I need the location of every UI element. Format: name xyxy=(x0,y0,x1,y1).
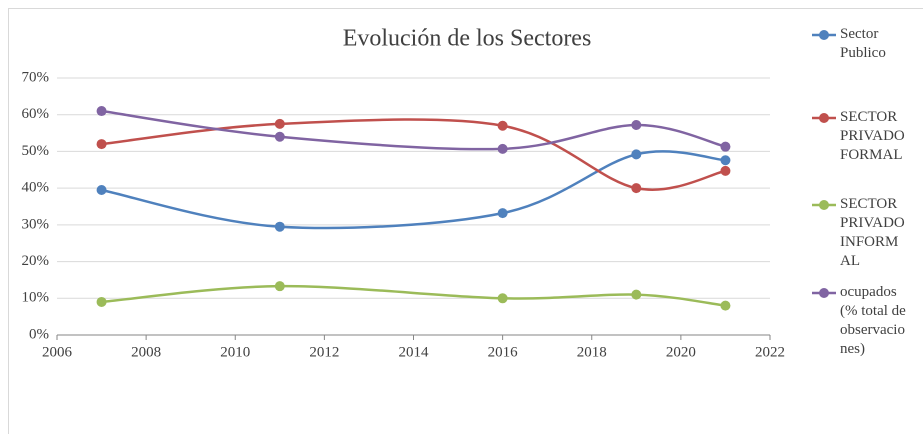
legend-label: Sector Publico xyxy=(840,26,886,61)
x-tick-label: 2022 xyxy=(755,344,785,360)
legend-marker xyxy=(819,113,829,123)
point xyxy=(631,183,642,194)
x-tick-label: 2016 xyxy=(488,344,519,360)
chart-border xyxy=(8,8,923,434)
point xyxy=(497,120,508,131)
x-tick-label: 2008 xyxy=(131,344,161,360)
x-tick-label: 2014 xyxy=(399,344,430,360)
point xyxy=(720,300,731,311)
point xyxy=(497,293,508,304)
y-tick-label: 30% xyxy=(22,216,50,232)
series-line xyxy=(101,150,726,230)
y-tick-label: 10% xyxy=(22,290,50,306)
point xyxy=(274,118,285,129)
point xyxy=(720,155,731,166)
point xyxy=(274,131,285,142)
chart-title: Evolución de los Sectores xyxy=(343,26,592,52)
point xyxy=(631,289,642,300)
y-tick-label: 0% xyxy=(29,326,49,342)
x-tick-label: 2018 xyxy=(577,344,607,360)
y-tick-label: 70% xyxy=(22,69,50,85)
x-tick-label: 2020 xyxy=(666,344,696,360)
point xyxy=(497,143,508,154)
point xyxy=(497,208,508,219)
series-line xyxy=(101,109,726,151)
x-tick-label: 2010 xyxy=(220,344,250,360)
series-line xyxy=(101,118,726,191)
legend-label: ocupados (% total de observaciones) xyxy=(840,284,906,357)
point xyxy=(96,106,107,117)
point xyxy=(96,296,107,307)
y-tick-label: 40% xyxy=(22,180,50,196)
y-tick-label: 50% xyxy=(22,143,50,159)
legend-marker xyxy=(819,200,829,210)
point xyxy=(631,149,642,160)
point xyxy=(720,141,731,152)
legend-marker xyxy=(819,30,829,40)
y-tick-label: 20% xyxy=(22,253,50,269)
y-tick-label: 60% xyxy=(22,106,50,122)
series-line xyxy=(101,284,726,307)
point xyxy=(274,221,285,232)
point xyxy=(720,165,731,176)
point xyxy=(96,184,107,195)
x-tick-label: 2012 xyxy=(309,344,339,360)
legend-label: SECTOR PRIVADO FORMAL xyxy=(840,109,905,163)
point xyxy=(631,119,642,130)
point xyxy=(274,281,285,292)
legend-marker xyxy=(819,288,829,298)
x-tick-label: 2006 xyxy=(42,344,73,360)
legend-label: SECTOR PRIVADO INFORMAL xyxy=(840,196,905,269)
point xyxy=(96,139,107,150)
